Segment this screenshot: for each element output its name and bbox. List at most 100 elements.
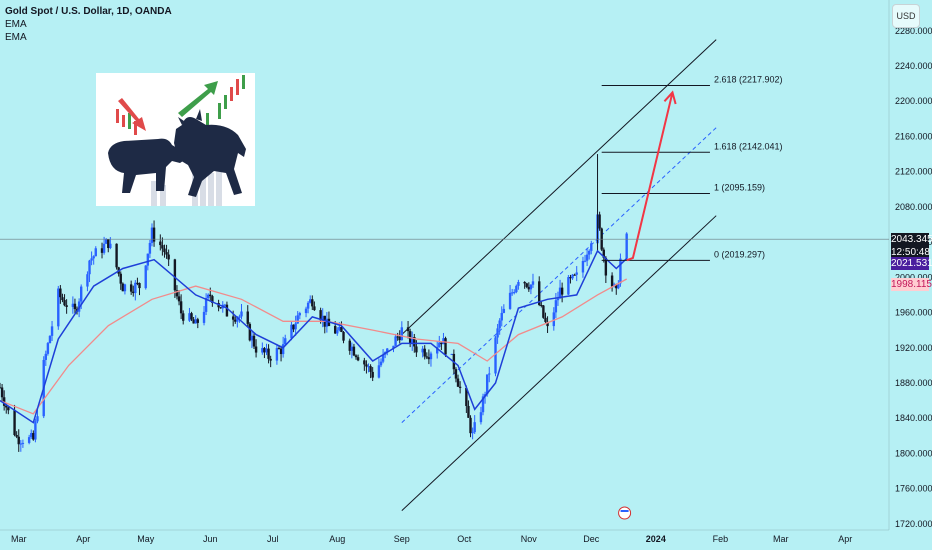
candle-body <box>123 284 127 292</box>
candle-body <box>583 260 587 262</box>
candle-body <box>209 294 212 297</box>
y-tick-label: 2200.000 <box>895 96 932 106</box>
candle-body <box>479 412 483 423</box>
candle-body <box>194 319 197 324</box>
candle-body <box>136 282 139 284</box>
fib-level-label: 1 (2095.159) <box>714 183 765 193</box>
candle-body <box>73 303 77 310</box>
channel-mid-line <box>401 127 717 423</box>
x-tick-label: Mar <box>773 534 789 544</box>
candle-body <box>261 348 264 353</box>
x-tick-label: Oct <box>457 534 472 544</box>
candle-body <box>269 358 272 361</box>
candle-body <box>309 299 312 303</box>
ema-lines <box>0 249 628 424</box>
candle-body <box>488 373 491 375</box>
candle-body <box>587 250 591 255</box>
candle-body <box>150 227 154 243</box>
candle-body <box>119 273 122 284</box>
candle-body <box>188 313 191 321</box>
candle-body <box>575 272 578 275</box>
candle-body <box>129 284 133 292</box>
candle-body <box>79 286 83 302</box>
candle-body <box>415 346 418 353</box>
candle-body <box>340 326 343 332</box>
candle-body <box>473 422 476 433</box>
candle-body <box>36 416 39 422</box>
ema-indicator-2[interactable]: EMA <box>5 32 27 43</box>
candle-body <box>394 336 397 346</box>
candle-body <box>456 378 460 387</box>
candle-body <box>173 259 177 291</box>
x-tick-label: Nov <box>521 534 538 544</box>
candle-body <box>146 253 150 266</box>
candle-body <box>481 396 485 413</box>
candle-body <box>333 326 337 334</box>
x-tick-label: Dec <box>583 534 600 544</box>
x-tick-label: Apr <box>76 534 90 544</box>
ema-slow-badge: 1998.115 <box>891 277 932 291</box>
candle-body <box>494 337 497 374</box>
candle-body <box>248 323 252 341</box>
candle-body <box>236 317 239 322</box>
candle-body <box>429 353 433 360</box>
candle-body <box>425 356 429 358</box>
candle-body <box>558 287 562 299</box>
ema-slow-line <box>0 278 628 415</box>
fibonacci-extension[interactable]: 0 (2019.297) 1 (2095.159) 1.618 (2142.041)… <box>601 74 783 261</box>
candle-body <box>363 360 366 365</box>
last-price-badge: 2043.345 <box>891 232 932 246</box>
candle-body <box>465 387 468 406</box>
candle-body <box>523 282 526 284</box>
candle-body <box>296 315 299 324</box>
x-tick-label: Feb <box>713 534 729 544</box>
candle-body <box>602 249 605 258</box>
candle-body <box>458 386 462 388</box>
candle-body <box>554 300 558 313</box>
candle-body <box>223 304 227 306</box>
candle-body <box>179 301 183 314</box>
x-tick-label: Sep <box>394 534 410 544</box>
candle-body <box>294 323 297 330</box>
candle-body <box>211 296 214 303</box>
candle-body <box>469 417 472 434</box>
currency-button[interactable]: USD <box>892 4 920 28</box>
x-tick-label: Apr <box>838 534 852 544</box>
candle-body <box>21 442 25 444</box>
candle-body <box>15 435 18 437</box>
candle-body <box>279 348 283 355</box>
candle-body <box>7 407 10 411</box>
projection-arrow[interactable] <box>626 90 677 262</box>
y-tick-label: 1800.000 <box>895 448 932 458</box>
candle-body <box>190 313 193 320</box>
candle-body <box>500 312 503 321</box>
candle-body <box>531 281 535 285</box>
candle-body <box>348 340 351 351</box>
ema-indicator-1[interactable]: EMA <box>5 19 27 30</box>
candle-body <box>192 319 195 324</box>
candle-body <box>0 387 4 398</box>
candle-body <box>352 346 356 356</box>
candle-body <box>134 282 137 294</box>
candle-body <box>304 308 308 314</box>
candle-body <box>427 357 431 360</box>
candle-body <box>121 283 125 292</box>
chart-legend: Gold Spot / U.S. Dollar, 1D, OANDA EMA E… <box>5 5 172 44</box>
candle-body <box>571 274 574 279</box>
candle-body <box>109 243 112 249</box>
candle-body <box>515 285 518 293</box>
candle-body <box>321 315 324 321</box>
candle-body <box>265 348 268 353</box>
candle-body <box>48 335 52 344</box>
candle-body <box>90 258 93 261</box>
candle-body <box>617 283 620 289</box>
candle-body <box>161 245 164 249</box>
candle-body <box>517 282 520 286</box>
candle-body <box>61 297 64 301</box>
candle-body <box>619 258 622 284</box>
candle-body <box>225 304 229 317</box>
symbol-title[interactable]: Gold Spot / U.S. Dollar, 1D, OANDA <box>5 6 172 17</box>
candle-body <box>438 342 441 348</box>
arrow-head <box>663 90 677 105</box>
